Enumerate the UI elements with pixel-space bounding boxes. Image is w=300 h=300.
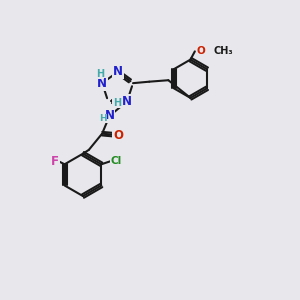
Text: N: N (104, 110, 115, 122)
Text: H: H (99, 114, 107, 123)
Text: O: O (197, 46, 206, 56)
Text: O: O (113, 129, 123, 142)
Text: H: H (113, 98, 121, 108)
Text: N: N (112, 65, 123, 79)
Text: F: F (51, 155, 59, 168)
Text: N: N (122, 95, 132, 108)
Text: CH₃: CH₃ (213, 46, 233, 56)
Text: N: N (97, 77, 107, 90)
Text: Cl: Cl (110, 156, 122, 166)
Text: H: H (96, 69, 104, 79)
